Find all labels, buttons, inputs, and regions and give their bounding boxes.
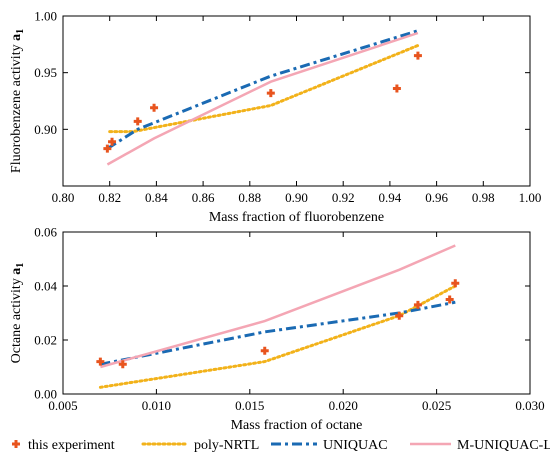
x-tick-label: 0.90 xyxy=(285,190,308,205)
experiment-point xyxy=(395,311,404,320)
x-tick-label: 0.98 xyxy=(472,190,495,205)
y-tick-label: 0.04 xyxy=(34,279,57,294)
legend-label-uniquac: UNIQUAC xyxy=(323,438,388,453)
legend-label-m-uniquac-lby: M-UNIQUAC-LBY xyxy=(457,438,550,453)
y-tick-label: 0.06 xyxy=(34,225,57,240)
x-axis-title: Mass fraction of octane xyxy=(231,418,363,433)
series-line-poly-nrtl xyxy=(98,284,457,389)
y-axis-title-subscript: 1 xyxy=(15,29,26,34)
series-line-uniquac xyxy=(106,29,419,150)
y-axis-title: Octane activity a1 xyxy=(9,263,26,364)
series-line-m-uniquac-lby xyxy=(100,244,456,369)
x-tick-label: 0.94 xyxy=(379,190,402,205)
y-tick-label: 0.90 xyxy=(34,122,57,137)
y-axis-title-text: Fluorobenzene activity xyxy=(9,41,24,173)
x-tick-label: 0.96 xyxy=(425,190,448,205)
y-axis-title-text: Octane activity xyxy=(9,275,24,364)
x-tick-label: 1.00 xyxy=(519,190,542,205)
x-tick-label: 0.84 xyxy=(145,190,168,205)
y-tick-label: 0.95 xyxy=(34,65,57,80)
experiment-point xyxy=(266,89,275,98)
x-tick-label: 0.005 xyxy=(48,398,77,413)
x-tick-label: 0.010 xyxy=(142,398,171,413)
series-line-uniquac xyxy=(100,300,456,366)
experiment-point xyxy=(108,137,117,146)
legend: this experiment poly-NRTL UNIQUAC M-UNIQUAC… xyxy=(12,438,550,453)
plot-frame xyxy=(62,231,531,395)
experiment-point xyxy=(103,144,112,153)
x-tick-label: 0.86 xyxy=(192,190,215,205)
experiment-point xyxy=(96,357,105,366)
legend-label-poly-nrtl: poly-NRTL xyxy=(194,438,259,453)
plot-frame xyxy=(62,15,531,187)
x-tick-label: 0.82 xyxy=(98,190,121,205)
series-line-poly-nrtl xyxy=(108,44,420,134)
x-tick-label: 0.020 xyxy=(329,398,358,413)
y-tick-label: 0.02 xyxy=(34,333,57,348)
y-axis-title-symbol: a xyxy=(9,34,24,41)
experiment-point xyxy=(133,117,142,126)
x-tick-label: 0.025 xyxy=(422,398,451,413)
legend-label-experiment: this experiment xyxy=(28,438,115,453)
chart-octane-activity: 0.005 0.010 0.015 0.020 0.025 0.030 0.00 0.02 0.… xyxy=(9,225,545,434)
x-tick-label: 0.92 xyxy=(332,190,355,205)
x-tick-label: 0.88 xyxy=(238,190,261,205)
y-axis-title: Fluorobenzene activity a1 xyxy=(9,29,26,173)
experiment-point xyxy=(445,295,454,304)
experiment-point xyxy=(150,103,159,112)
experiment-point xyxy=(451,279,460,288)
experiment-point xyxy=(392,84,401,93)
y-axis-title-symbol: a xyxy=(9,268,24,275)
x-tick-label: 0.015 xyxy=(235,398,264,413)
experiment-point xyxy=(413,51,422,60)
series-line-m-uniquac-lby xyxy=(106,31,419,166)
x-tick-label: 0.80 xyxy=(52,190,75,205)
y-tick-label: 0.00 xyxy=(34,387,57,402)
y-tick-label: 1.00 xyxy=(34,9,57,24)
x-axis-title: Mass fraction of fluorobenzene xyxy=(209,210,384,225)
experiment-point xyxy=(413,300,422,309)
experiment-point xyxy=(118,360,127,369)
y-axis-title-subscript: 1 xyxy=(15,263,26,268)
x-tick-label: 0.030 xyxy=(515,398,544,413)
chart-fluorobenzene-activity: 0.80 0.82 0.84 0.86 0.88 0.90 0.92 0.94 0.96 0.98… xyxy=(9,9,541,226)
experiment-point xyxy=(260,346,269,355)
legend-marker-experiment xyxy=(12,440,20,448)
